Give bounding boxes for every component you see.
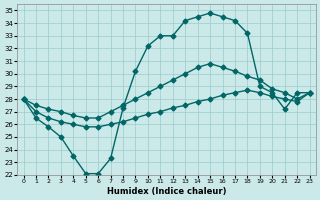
X-axis label: Humidex (Indice chaleur): Humidex (Indice chaleur) [107,187,226,196]
